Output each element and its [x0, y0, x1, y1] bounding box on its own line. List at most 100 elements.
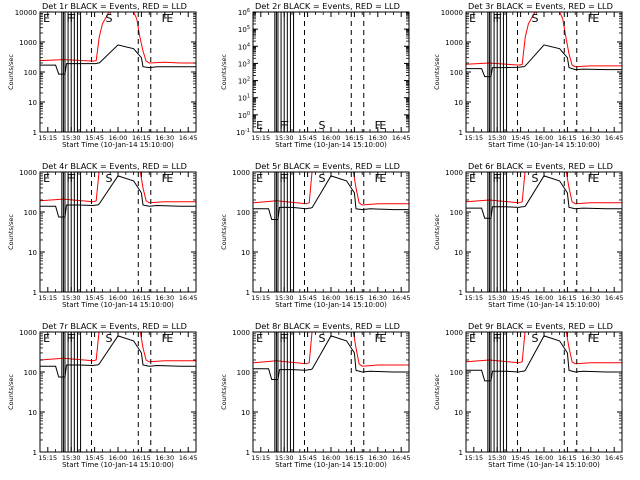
event-marker-label: F — [162, 332, 168, 345]
event-marker-label: F — [496, 12, 502, 25]
x-tick-label: 15:45 — [511, 294, 530, 302]
x-tick-label: 16:30 — [581, 294, 600, 302]
y-tick-label: 10 — [241, 249, 250, 257]
lld-series-line — [40, 332, 196, 363]
y-tick-label: 100 — [24, 369, 37, 377]
x-tick-label: 16:30 — [155, 294, 174, 302]
x-tick-label: 16:00 — [109, 134, 128, 142]
x-tick-label: 16:15 — [345, 294, 364, 302]
y-tick-label: 1 — [33, 449, 37, 457]
panel-7: Det 7r BLACK = Events, RED = LLD Counts/s… — [7, 321, 198, 469]
x-tick-label: 15:45 — [85, 454, 104, 462]
y-tick-label: 1000 — [445, 329, 463, 337]
event-marker-label: F — [70, 172, 76, 185]
y-tick-label: 1000 — [19, 169, 37, 177]
x-tick-label: 15:30 — [275, 294, 294, 302]
event-marker-label: S — [106, 332, 113, 345]
y-axis-label: Counts/sec — [433, 214, 441, 250]
y-tick-label: 106 — [238, 8, 250, 17]
event-marker-label: S — [532, 172, 539, 185]
event-marker-label: F — [375, 172, 381, 185]
x-tick-label: 15:15 — [251, 454, 270, 462]
lld-series-line — [466, 172, 622, 205]
event-marker-label: F — [496, 332, 502, 345]
x-tick-label: 15:30 — [62, 294, 81, 302]
y-tick-label: 100 — [450, 69, 463, 77]
x-tick-label: 16:30 — [368, 134, 387, 142]
y-tick-label: 1000 — [19, 329, 37, 337]
event-marker-label: E — [469, 172, 476, 185]
event-marker-label: E — [469, 12, 476, 25]
event-marker-label: E — [43, 172, 50, 185]
event-marker-label: F — [283, 332, 289, 345]
x-tick-label: 15:45 — [511, 454, 530, 462]
panel-title: Det 4r BLACK = Events, RED = LLD — [42, 161, 187, 171]
x-axis-label: Start Time (10-Jan-14 15:10:00) — [488, 461, 600, 469]
y-tick-label: 100 — [24, 209, 37, 217]
y-tick-label: 10 — [454, 249, 463, 257]
lld-series-line — [253, 332, 409, 367]
x-axis-label: Start Time (10-Jan-14 15:10:00) — [488, 141, 600, 149]
event-marker-label: F — [70, 12, 76, 25]
y-tick-label: 10000 — [441, 9, 463, 17]
event-marker-label: F — [375, 119, 381, 132]
x-tick-label: 15:30 — [275, 134, 294, 142]
y-tick-label: 1000 — [232, 169, 250, 177]
x-tick-label: 15:45 — [298, 134, 317, 142]
event-marker-label: F — [588, 172, 594, 185]
x-axis-label: Start Time (10-Jan-14 15:10:00) — [275, 461, 387, 469]
x-tick-label: 15:15 — [251, 134, 270, 142]
y-axis-label: Counts/sec — [220, 214, 228, 250]
event-marker-label: E — [469, 332, 476, 345]
event-marker-label: F — [496, 172, 502, 185]
x-tick-label: 16:30 — [155, 454, 174, 462]
x-tick-label: 15:30 — [62, 134, 81, 142]
events-series-line — [40, 335, 196, 378]
event-marker-label: E — [43, 12, 50, 25]
x-tick-label: 15:15 — [251, 294, 270, 302]
event-marker-label: F — [280, 332, 286, 345]
y-tick-label: 10 — [241, 409, 250, 417]
series-group — [40, 332, 196, 378]
event-marker-label: E — [166, 12, 173, 25]
event-marker-label: E — [379, 332, 386, 345]
event-marker-label: F — [493, 332, 499, 345]
y-tick-label: 105 — [238, 25, 250, 34]
x-tick-label: 16:15 — [558, 454, 577, 462]
event-marker-label: E — [256, 172, 263, 185]
y-tick-label: 10000 — [15, 9, 37, 17]
x-axis-label: Start Time (10-Jan-14 15:10:00) — [275, 141, 387, 149]
x-tick-label: 15:30 — [488, 454, 507, 462]
x-tick-label: 16:00 — [322, 134, 341, 142]
x-tick-label: 15:45 — [85, 134, 104, 142]
y-tick-label: 101 — [238, 94, 250, 103]
y-tick-label: 1 — [33, 289, 37, 297]
event-marker-label: S — [106, 12, 113, 25]
event-marker-label: E — [379, 119, 386, 132]
events-series-line — [40, 175, 196, 218]
event-marker-label: E — [592, 12, 599, 25]
y-tick-label: 1 — [246, 289, 250, 297]
x-tick-label: 15:15 — [38, 454, 57, 462]
event-marker-label: F — [588, 12, 594, 25]
x-tick-label: 16:00 — [535, 294, 554, 302]
event-marker-label: F — [493, 12, 499, 25]
panel-3: Det 3r BLACK = Events, RED = LLD Counts/s… — [433, 1, 624, 149]
y-tick-label: 10-1 — [236, 128, 250, 137]
y-tick-label: 100 — [237, 209, 250, 217]
x-tick-label: 16:15 — [558, 294, 577, 302]
series-group — [40, 172, 196, 218]
x-tick-label: 16:45 — [179, 294, 198, 302]
y-tick-label: 1 — [459, 289, 463, 297]
event-marker-label: F — [162, 172, 168, 185]
lld-series-line — [466, 12, 622, 68]
x-tick-label: 15:15 — [464, 294, 483, 302]
event-marker-label: F — [493, 172, 499, 185]
y-tick-label: 10 — [28, 249, 37, 257]
x-tick-label: 16:45 — [605, 134, 624, 142]
x-axis-label: Start Time (10-Jan-14 15:10:00) — [488, 301, 600, 309]
event-marker-label: S — [532, 332, 539, 345]
panel-title: Det 5r BLACK = Events, RED = LLD — [255, 161, 400, 171]
x-tick-label: 16:45 — [605, 294, 624, 302]
